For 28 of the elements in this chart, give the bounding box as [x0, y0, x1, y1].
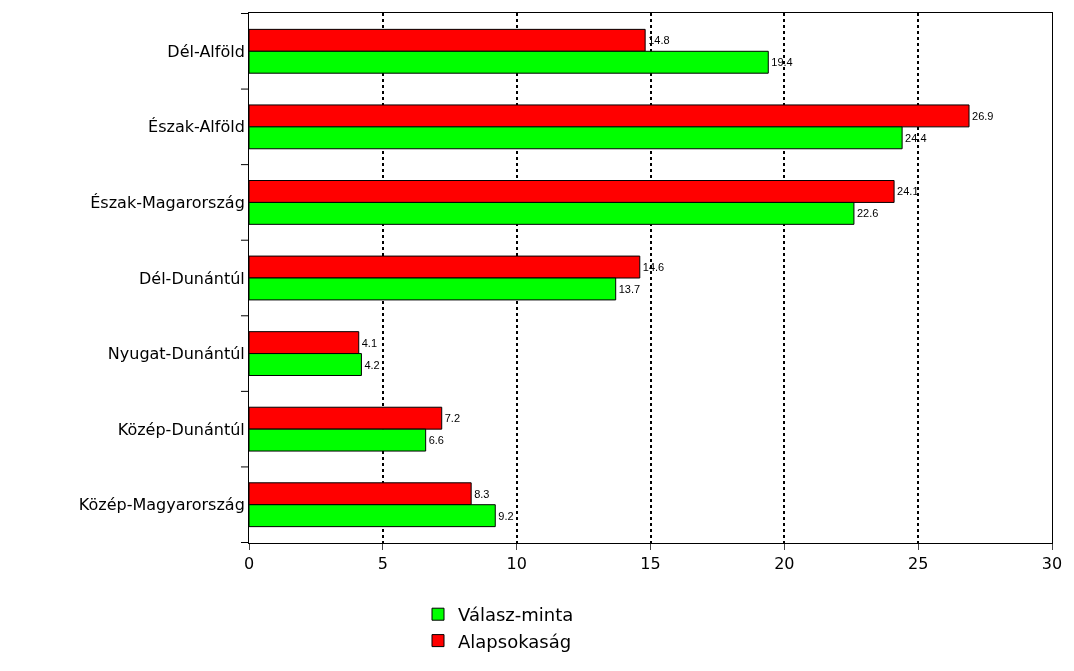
- x-tick-label: 0: [243, 554, 255, 574]
- data-label: 22.6: [856, 207, 879, 220]
- data-label: 4.1: [361, 336, 378, 349]
- x-tick-label: 30: [1041, 554, 1063, 574]
- y-tick-label: Dél-Dunántúl: [139, 268, 245, 288]
- data-label: 7.2: [444, 412, 461, 425]
- y-tick-label: Dél-Alföld: [167, 41, 245, 61]
- y-tick-label: Közép-Dunántúl: [117, 419, 245, 439]
- data-label: 19.4: [771, 56, 793, 69]
- legend-label: Alapsokaság: [458, 630, 572, 652]
- y-tick-label: Közép-Magyarország: [78, 495, 245, 515]
- y-tick-label: Nyugat-Dunántúl: [107, 344, 245, 364]
- data-label: 13.7: [618, 282, 641, 295]
- data-label: 24.4: [905, 131, 927, 144]
- y-tick-label: Észak-Alföld: [148, 117, 245, 137]
- x-tick-label: 25: [907, 554, 929, 574]
- data-label: 8.3: [474, 487, 490, 500]
- y-tick-label: Észak-Magarország: [90, 193, 245, 213]
- x-tick-label: 5: [377, 554, 388, 574]
- data-label: 6.6: [428, 434, 444, 447]
- data-label: 26.9: [972, 109, 994, 122]
- data-label: 4.2: [364, 358, 380, 371]
- data-label: 24.1: [897, 185, 919, 198]
- legend-label: Válasz-minta: [458, 604, 574, 626]
- x-tick-label: 20: [774, 554, 795, 574]
- data-label: 9.2: [498, 509, 514, 522]
- x-tick-label: 10: [506, 554, 527, 574]
- x-tick-label: 15: [640, 554, 661, 574]
